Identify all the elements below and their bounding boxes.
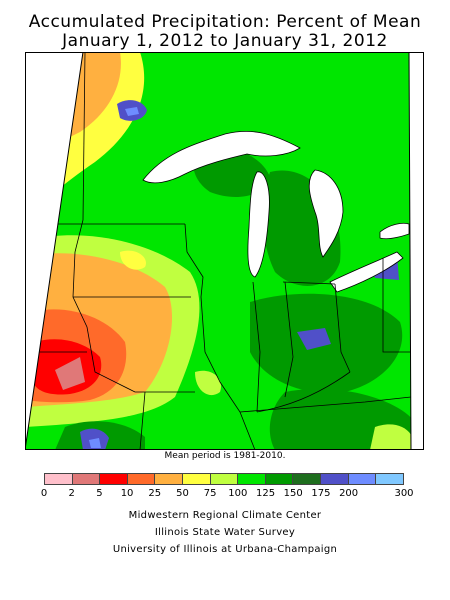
legend-tick-label: 2 <box>68 488 75 499</box>
legend-tick-label: 175 <box>311 488 331 499</box>
map-title: Accumulated Precipitation: Percent of Me… <box>28 12 422 32</box>
precip-ne-mn-blue <box>125 107 139 116</box>
legend-tick-label: 10 <box>120 488 134 499</box>
precip-sw-pink <box>55 357 85 390</box>
legend-tick-label: 0 <box>40 488 48 499</box>
lake-michigan <box>247 171 270 278</box>
precipitation-map <box>25 52 424 450</box>
credit-mrcc: Midwestern Regional Climate Center <box>128 510 322 521</box>
precip-ind-purple <box>297 328 331 350</box>
legend-swatch <box>45 474 73 484</box>
map-subtitle: January 1, 2012 to January 31, 2012 <box>62 31 388 51</box>
mean-period-note: Mean period is 1981-2010. <box>164 451 286 461</box>
legend-tick-label: 75 <box>203 488 217 499</box>
credit-uiuc: University of Illinois at Urbana-Champai… <box>112 544 338 555</box>
color-legend <box>44 473 404 485</box>
legend-swatch <box>210 474 239 484</box>
legend-swatch <box>72 474 101 484</box>
precip-il-lime <box>195 370 221 396</box>
precip-ia-yellow <box>120 250 146 270</box>
legend-tick-label: 100 <box>228 488 248 499</box>
precip-se-lime <box>370 424 411 450</box>
lake-ontario <box>379 222 410 240</box>
legend-swatch <box>293 474 322 484</box>
legend-tick-label: 125 <box>255 488 276 499</box>
precip-south-blue <box>89 438 101 448</box>
legend-tick-label: 25 <box>148 488 162 499</box>
state-boundaries <box>25 52 411 450</box>
legend-tick-label: 150 <box>283 488 303 499</box>
legend-swatch <box>183 474 211 484</box>
lake-erie <box>329 251 404 293</box>
credit-isws: Illinois State Water Survey <box>154 527 296 538</box>
legend-tick-label: 50 <box>176 488 189 499</box>
legend-swatch <box>265 474 294 484</box>
legend-swatch <box>100 474 128 484</box>
lake-superior <box>142 131 301 184</box>
legend-swatch <box>321 474 349 484</box>
legend-swatch <box>127 474 156 484</box>
legend-tick-labels: 0 2 5 10 25 50 75 100 125 150 175 200 300 <box>40 488 414 500</box>
legend-tick-label: 300 <box>394 488 414 499</box>
legend-swatch <box>155 474 184 484</box>
lake-huron <box>308 169 344 258</box>
legend-swatch <box>376 474 403 484</box>
legend-swatch <box>238 474 266 484</box>
map-frame <box>25 52 412 450</box>
legend-tick-label: 5 <box>96 488 103 499</box>
legend-swatch <box>348 474 377 484</box>
legend-tick-label: 200 <box>339 488 359 499</box>
